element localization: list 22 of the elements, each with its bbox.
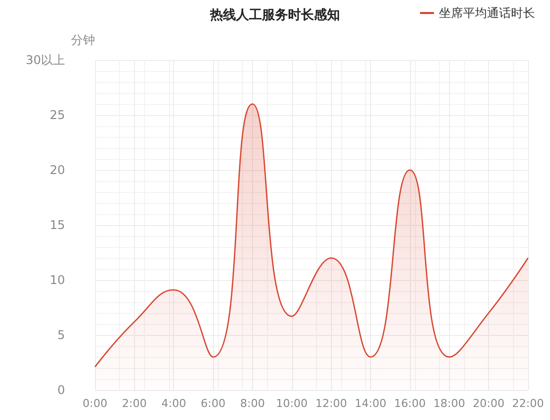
x-tick-label: 4:00 bbox=[161, 397, 186, 410]
x-tick-label: 2:00 bbox=[122, 397, 147, 410]
x-tick-label: 0:00 bbox=[82, 397, 108, 410]
x-tick-label: 14:00 bbox=[354, 397, 386, 410]
x-tick-label: 18:00 bbox=[433, 397, 466, 410]
x-tick-label: 20:00 bbox=[472, 397, 504, 410]
x-tick-label: 10:00 bbox=[276, 397, 308, 410]
x-tick-label: 6:00 bbox=[200, 397, 226, 410]
y-tick-label: 25 bbox=[50, 108, 65, 122]
y-tick-label: 0 bbox=[57, 383, 65, 397]
y-tick-label: 5 bbox=[57, 328, 65, 342]
chart-title: 热线人工服务时长感知 bbox=[209, 7, 340, 23]
y-tick-label: 15 bbox=[50, 218, 65, 232]
y-tick-label: 10 bbox=[50, 273, 65, 287]
y-axis-title: 分钟 bbox=[71, 33, 95, 47]
legend-label: 坐席平均通话时长 bbox=[439, 6, 535, 20]
y-tick-label: 20 bbox=[50, 163, 65, 177]
y-tick-label: 30以上 bbox=[26, 53, 65, 67]
x-tick-label: 16:00 bbox=[394, 397, 426, 410]
x-tick-label: 12:00 bbox=[315, 397, 348, 410]
x-tick-label: 8:00 bbox=[240, 397, 265, 410]
x-tick-label: 22:00 bbox=[512, 397, 544, 410]
